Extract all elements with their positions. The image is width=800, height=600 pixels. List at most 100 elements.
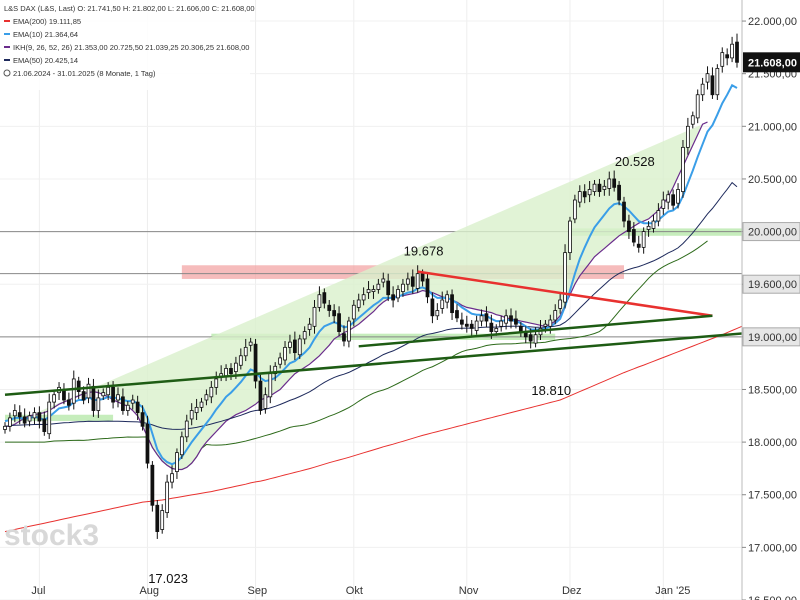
- candle-body: [332, 310, 337, 317]
- candle-body: [32, 412, 37, 419]
- candle-body: [479, 315, 484, 322]
- x-tick-label: Okt: [346, 585, 363, 597]
- trendlines: [4, 270, 792, 396]
- candle-body: [351, 304, 356, 320]
- candle-body: [111, 386, 115, 403]
- candle-body: [91, 385, 96, 411]
- candle-body: [592, 183, 597, 192]
- candle-body: [135, 401, 140, 414]
- candle-body: [96, 397, 101, 411]
- last-price-tag: [743, 52, 800, 73]
- y-tick-label: 17.500,00: [748, 490, 797, 502]
- x-tick-label: Dez: [562, 585, 582, 597]
- candle-body: [622, 201, 626, 222]
- candle-body: [273, 365, 278, 375]
- candle-body: [543, 323, 548, 327]
- candle-body: [420, 273, 425, 282]
- annotation-label: 18.810: [531, 383, 571, 398]
- candle-body: [396, 289, 400, 299]
- candle-body: [386, 280, 391, 296]
- legend-entry: EMA(200) 19.111,85: [13, 17, 81, 26]
- candle-body: [130, 399, 135, 404]
- level-tag: [742, 327, 800, 347]
- x-tick-label: Sep: [248, 585, 268, 597]
- price-zone: [5, 414, 114, 422]
- candle-body: [455, 310, 459, 319]
- candle-body: [405, 278, 410, 285]
- candle-body: [361, 294, 366, 301]
- candle-body: [52, 394, 57, 403]
- candle-body: [425, 278, 430, 298]
- candle-body: [666, 194, 671, 203]
- candle-body: [602, 185, 607, 190]
- candle-body: [582, 191, 587, 198]
- trendline-support-upper: [358, 314, 713, 348]
- candle-body: [175, 452, 179, 472]
- candle-body: [160, 510, 165, 530]
- annotation-label: 20.528: [615, 154, 655, 169]
- candle-body: [410, 276, 415, 287]
- candle-body: [504, 315, 508, 324]
- candle-body: [199, 401, 204, 408]
- trendline-support-lower: [4, 328, 792, 396]
- ema10-line: [4, 83, 738, 466]
- ichimoku-cloud: [5, 122, 708, 470]
- legend-entry: IKH(9, 26, 52, 26) 21.353,00 20.725,50 2…: [13, 43, 249, 52]
- ema200-line: [4, 324, 747, 533]
- candle-body: [121, 396, 125, 411]
- candle-body: [342, 333, 346, 342]
- candle-body: [312, 306, 317, 327]
- candles: [3, 33, 739, 539]
- last-price-label: 21.608,00: [748, 57, 797, 69]
- candle-body: [101, 392, 106, 397]
- candle-body: [573, 199, 577, 220]
- candle-body: [3, 425, 7, 430]
- y-tick-label: 18.000,00: [748, 437, 797, 449]
- candle-body: [234, 362, 238, 372]
- candle-body: [735, 41, 739, 63]
- candle-body: [278, 357, 282, 365]
- candle-body: [509, 315, 513, 322]
- candle-body: [553, 310, 558, 321]
- candle-body: [165, 481, 169, 514]
- legend-entry: EMA(10) 21.364,64: [13, 30, 78, 39]
- candle-body: [705, 73, 710, 83]
- annotation-label: 17.023: [148, 571, 188, 586]
- level-tag: [742, 222, 800, 242]
- x-tick-label: Jul: [31, 585, 45, 597]
- senkou-span-line: [5, 240, 708, 470]
- candle-body: [607, 178, 612, 189]
- candle-body: [514, 318, 518, 325]
- candle-body: [617, 184, 621, 201]
- candle-body: [258, 380, 263, 411]
- candle-body: [204, 394, 209, 401]
- candle-body: [730, 43, 734, 59]
- candle-body: [681, 146, 685, 192]
- candle-body: [587, 189, 592, 196]
- candle-body: [690, 115, 695, 125]
- candle-body: [22, 416, 27, 424]
- candle-body: [464, 323, 469, 327]
- candle-body: [445, 294, 450, 303]
- ema50-line: [4, 181, 738, 430]
- candle-body: [288, 341, 292, 348]
- candle-body: [371, 289, 376, 292]
- candle-body: [140, 412, 145, 427]
- candle-body: [184, 420, 189, 438]
- candle-body: [685, 125, 690, 148]
- candle-body: [671, 194, 676, 206]
- y-axis-bg: [742, 0, 800, 600]
- candle-body: [170, 473, 174, 483]
- candle-body: [337, 313, 341, 332]
- candle-body: [292, 339, 297, 354]
- candle-body: [66, 399, 71, 406]
- candle-body: [636, 243, 641, 248]
- candle-body: [27, 415, 32, 422]
- candle-body: [597, 183, 602, 192]
- x-tick-label: Nov: [459, 585, 479, 597]
- candle-body: [297, 338, 302, 356]
- candle-body: [253, 343, 258, 382]
- candle-body: [646, 225, 651, 230]
- candle-body: [474, 320, 479, 331]
- x-tick-label: Jan '25: [655, 585, 690, 597]
